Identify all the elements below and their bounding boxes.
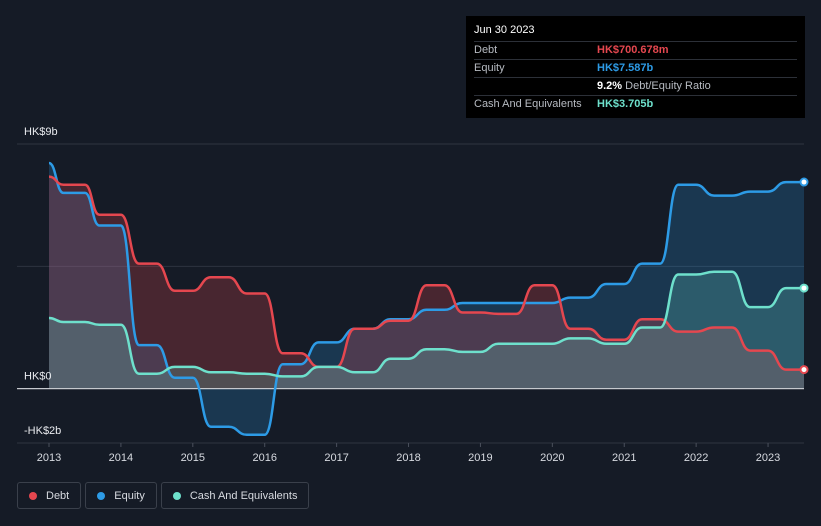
series-areas — [49, 163, 804, 435]
x-tick-label: 2015 — [181, 452, 205, 464]
legend-dot-debt — [29, 491, 37, 500]
y-tick-label: HK$0 — [24, 371, 52, 383]
endpoint-debt — [799, 365, 809, 375]
tooltip-ratio-label — [474, 78, 597, 95]
x-axis: 2013 2014 2015 2016 2017 2018 2019 2020 2021 2022… — [37, 443, 780, 464]
tooltip-panel: Jun 30 2023 Debt HK$700.678m Equity HK$7… — [466, 16, 805, 118]
x-tick-label: 2017 — [324, 452, 348, 464]
legend-dot-equity — [97, 491, 106, 500]
series-lines — [17, 161, 804, 437]
legend-item-debt[interactable]: Debt — [17, 482, 82, 509]
grid-lines — [0, 143, 821, 444]
tooltip-row-debt: Debt HK$700.678m — [474, 41, 797, 59]
chart-legend: Debt Equity Cash And Equivalents — [17, 482, 310, 509]
x-tick-label: 2016 — [252, 452, 276, 464]
series-endpoints — [799, 177, 809, 375]
line-debt — [48, 175, 804, 371]
x-tick-label: 2023 — [756, 452, 780, 464]
tooltip-row-equity: Equity HK$7.587b — [474, 59, 797, 77]
tooltip-date: Jun 30 2023 — [474, 24, 535, 36]
tooltip-equity-label: Equity — [474, 62, 505, 74]
x-tick-label: 2020 — [540, 452, 564, 464]
tooltip-ratio-value: 9.2% Debt/Equity Ratio — [597, 78, 711, 95]
x-tick-label: 2014 — [109, 452, 133, 464]
legend-item-cash[interactable]: Cash And Equivalents — [160, 482, 310, 509]
legend-label-debt: Debt — [46, 489, 70, 502]
plot-background — [0, 144, 821, 443]
tooltip-row-cash: Cash And Equivalents HK$3.705b — [474, 95, 797, 113]
x-tick-label: 2018 — [396, 452, 420, 464]
tooltip-ratio-text: Debt/Equity Ratio — [625, 80, 711, 92]
x-tick-label: 2013 — [37, 452, 61, 464]
x-tick-label: 2019 — [468, 452, 492, 464]
legend-label-cash: Cash And Equivalents — [189, 489, 298, 502]
legend-label-equity: Equity — [114, 489, 145, 502]
line-cash — [48, 270, 804, 378]
y-axis: HK$9b HK$0 -HK$2b — [24, 126, 61, 437]
legend-item-equity[interactable]: Equity — [85, 482, 157, 509]
y-tick-label: HK$9b — [24, 126, 58, 138]
tooltip-ratio-number: 9.2% — [597, 80, 623, 92]
area-cash — [49, 271, 804, 389]
endpoint-cash — [799, 283, 809, 293]
y-tick-label: -HK$2b — [24, 425, 61, 437]
legend-dot-cash — [172, 491, 181, 500]
area-equity — [49, 163, 804, 435]
x-tick-label: 2021 — [612, 452, 636, 464]
line-equity — [48, 161, 804, 437]
tooltip-row-ratio: 9.2% Debt/Equity Ratio — [474, 77, 797, 95]
tooltip-cash-value: HK$3.705b — [597, 98, 654, 110]
tooltip-equity-value: HK$7.587b — [597, 62, 654, 74]
x-tick-label: 2022 — [684, 452, 708, 464]
tooltip-cash-label: Cash And Equivalents — [474, 98, 582, 110]
tooltip-debt-label: Debt — [474, 44, 498, 56]
endpoint-equity — [799, 177, 809, 187]
tooltip-debt-value: HK$700.678m — [597, 44, 669, 56]
area-debt — [49, 176, 804, 389]
